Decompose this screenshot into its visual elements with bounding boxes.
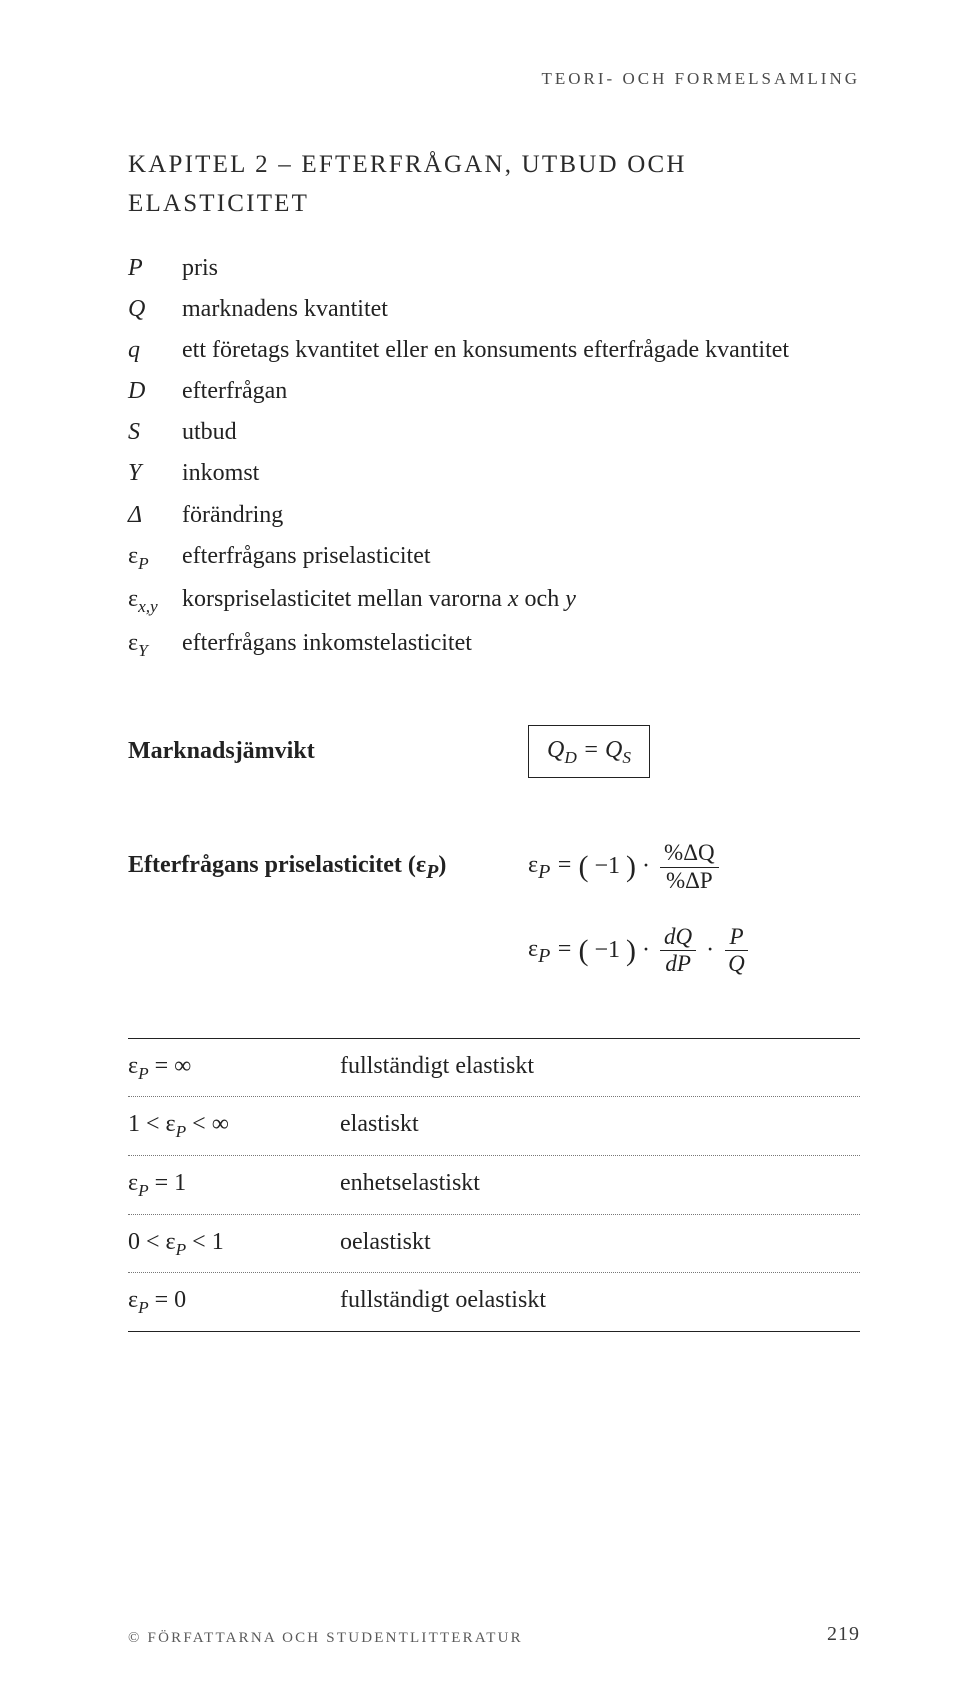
definition-description: förändring xyxy=(182,497,283,534)
eq-label: Efterfrågans priselasticitet (εP) xyxy=(128,847,528,888)
elasticity-description: elastiskt xyxy=(340,1106,419,1146)
definition-row: εPefterfrågans priselasticitet xyxy=(128,538,860,578)
definition-symbol: εx,y xyxy=(128,581,182,621)
elasticity-condition: 0 < εP < 1 xyxy=(128,1224,340,1264)
equation-price-elasticity-derivative: εP = ( −1 ) · dQ dP · P Q xyxy=(528,924,860,978)
definition-description: ett företags kvantitet eller en konsumen… xyxy=(182,332,789,369)
math-expression: εP = ( −1 ) · dQ dP · P Q xyxy=(528,924,753,978)
table-row: εP = 1enhetselastiskt xyxy=(128,1156,860,1215)
left-paren: ( xyxy=(579,928,589,975)
cdot: · xyxy=(642,848,650,885)
numerator: P xyxy=(725,924,747,951)
denominator: %ΔP xyxy=(662,868,717,894)
cdot: · xyxy=(706,932,714,969)
definition-symbol: εP xyxy=(128,538,182,578)
fraction: dQ dP xyxy=(660,924,696,978)
equation-market-equilibrium: Marknadsjämvikt QD = QS xyxy=(128,725,860,779)
definition-row: qett företags kvantitet eller en konsume… xyxy=(128,332,860,369)
running-head: TEORI- OCH FORMELSAMLING xyxy=(542,66,861,92)
definition-row: Qmarknadens kvantitet xyxy=(128,291,860,328)
definition-description: utbud xyxy=(182,414,237,451)
definition-symbol: P xyxy=(128,250,182,287)
elasticity-condition: 1 < εP < ∞ xyxy=(128,1106,340,1146)
definition-row: εx,ykorspriselasticitet mellan varorna x… xyxy=(128,581,860,621)
definition-description: marknadens kvantitet xyxy=(182,291,388,328)
definition-symbol: D xyxy=(128,373,182,410)
definition-description: efterfrågans inkomstelasticitet xyxy=(182,625,472,662)
elasticity-description: fullständigt elastiskt xyxy=(340,1048,534,1088)
boxed-formula: QD = QS xyxy=(528,725,650,779)
definition-row: Defterfrågan xyxy=(128,373,860,410)
left-paren: ( xyxy=(579,844,589,891)
equation-price-elasticity-pct: Efterfrågans priselasticitet (εP) εP = (… xyxy=(128,840,860,894)
chapter-title: KAPITEL 2 – EFTERFRÅGAN, UTBUD OCH ELAST… xyxy=(128,146,860,224)
cdot: · xyxy=(642,932,650,969)
table-row: 1 < εP < ∞elastiskt xyxy=(128,1097,860,1156)
denominator: Q xyxy=(724,951,749,977)
fraction: P Q xyxy=(724,924,749,978)
eq-lhs: εP = xyxy=(528,931,573,972)
math-expression: εP = ( −1 ) · %ΔQ %ΔP xyxy=(528,840,723,894)
table-row: εP = ∞fullständigt elastiskt xyxy=(128,1039,860,1098)
elasticity-condition: εP = 1 xyxy=(128,1165,340,1205)
elasticity-description: fullständigt oelastiskt xyxy=(340,1282,546,1322)
definition-row: Ppris xyxy=(128,250,860,287)
fraction: %ΔQ %ΔP xyxy=(660,840,719,894)
eq-lhs: εP = xyxy=(528,847,573,888)
definition-symbol: εY xyxy=(128,625,182,665)
elasticity-description: oelastiskt xyxy=(340,1224,431,1264)
definition-row: Δförändring xyxy=(128,497,860,534)
elasticity-condition: εP = ∞ xyxy=(128,1048,340,1088)
footer-copyright: © FÖRFATTARNA OCH STUDENTLITTERATUR xyxy=(128,1627,523,1650)
elasticity-description: enhetselastiskt xyxy=(340,1165,480,1205)
eq-label: Marknadsjämvikt xyxy=(128,733,528,770)
definition-row: Sutbud xyxy=(128,414,860,451)
denominator: dP xyxy=(661,951,695,977)
definition-row: Yinkomst xyxy=(128,455,860,492)
definition-row: εYefterfrågans inkomstelasticitet xyxy=(128,625,860,665)
elasticity-table: εP = ∞fullständigt elastiskt1 < εP < ∞el… xyxy=(128,1038,860,1332)
definition-symbol: Y xyxy=(128,455,182,492)
definition-symbol: q xyxy=(128,332,182,369)
numerator: %ΔQ xyxy=(660,840,719,867)
definition-description: efterfrågan xyxy=(182,373,287,410)
table-row: εP = 0fullständigt oelastiskt xyxy=(128,1273,860,1331)
definition-description: korspriselasticitet mellan varorna x och… xyxy=(182,581,576,618)
minus-one: −1 xyxy=(595,848,621,885)
definition-description: pris xyxy=(182,250,218,287)
page-number: 219 xyxy=(827,1619,860,1650)
definition-description: efterfrågans priselasticitet xyxy=(182,538,431,575)
right-paren: ) xyxy=(626,928,636,975)
elasticity-condition: εP = 0 xyxy=(128,1282,340,1322)
definition-symbol: S xyxy=(128,414,182,451)
definition-symbol: Δ xyxy=(128,497,182,534)
definition-symbol: Q xyxy=(128,291,182,328)
numerator: dQ xyxy=(660,924,696,951)
definition-description: inkomst xyxy=(182,455,259,492)
right-paren: ) xyxy=(626,844,636,891)
definition-list: PprisQmarknadens kvantitetqett företags … xyxy=(128,250,860,665)
table-row: 0 < εP < 1oelastiskt xyxy=(128,1215,860,1274)
minus-one: −1 xyxy=(595,932,621,969)
